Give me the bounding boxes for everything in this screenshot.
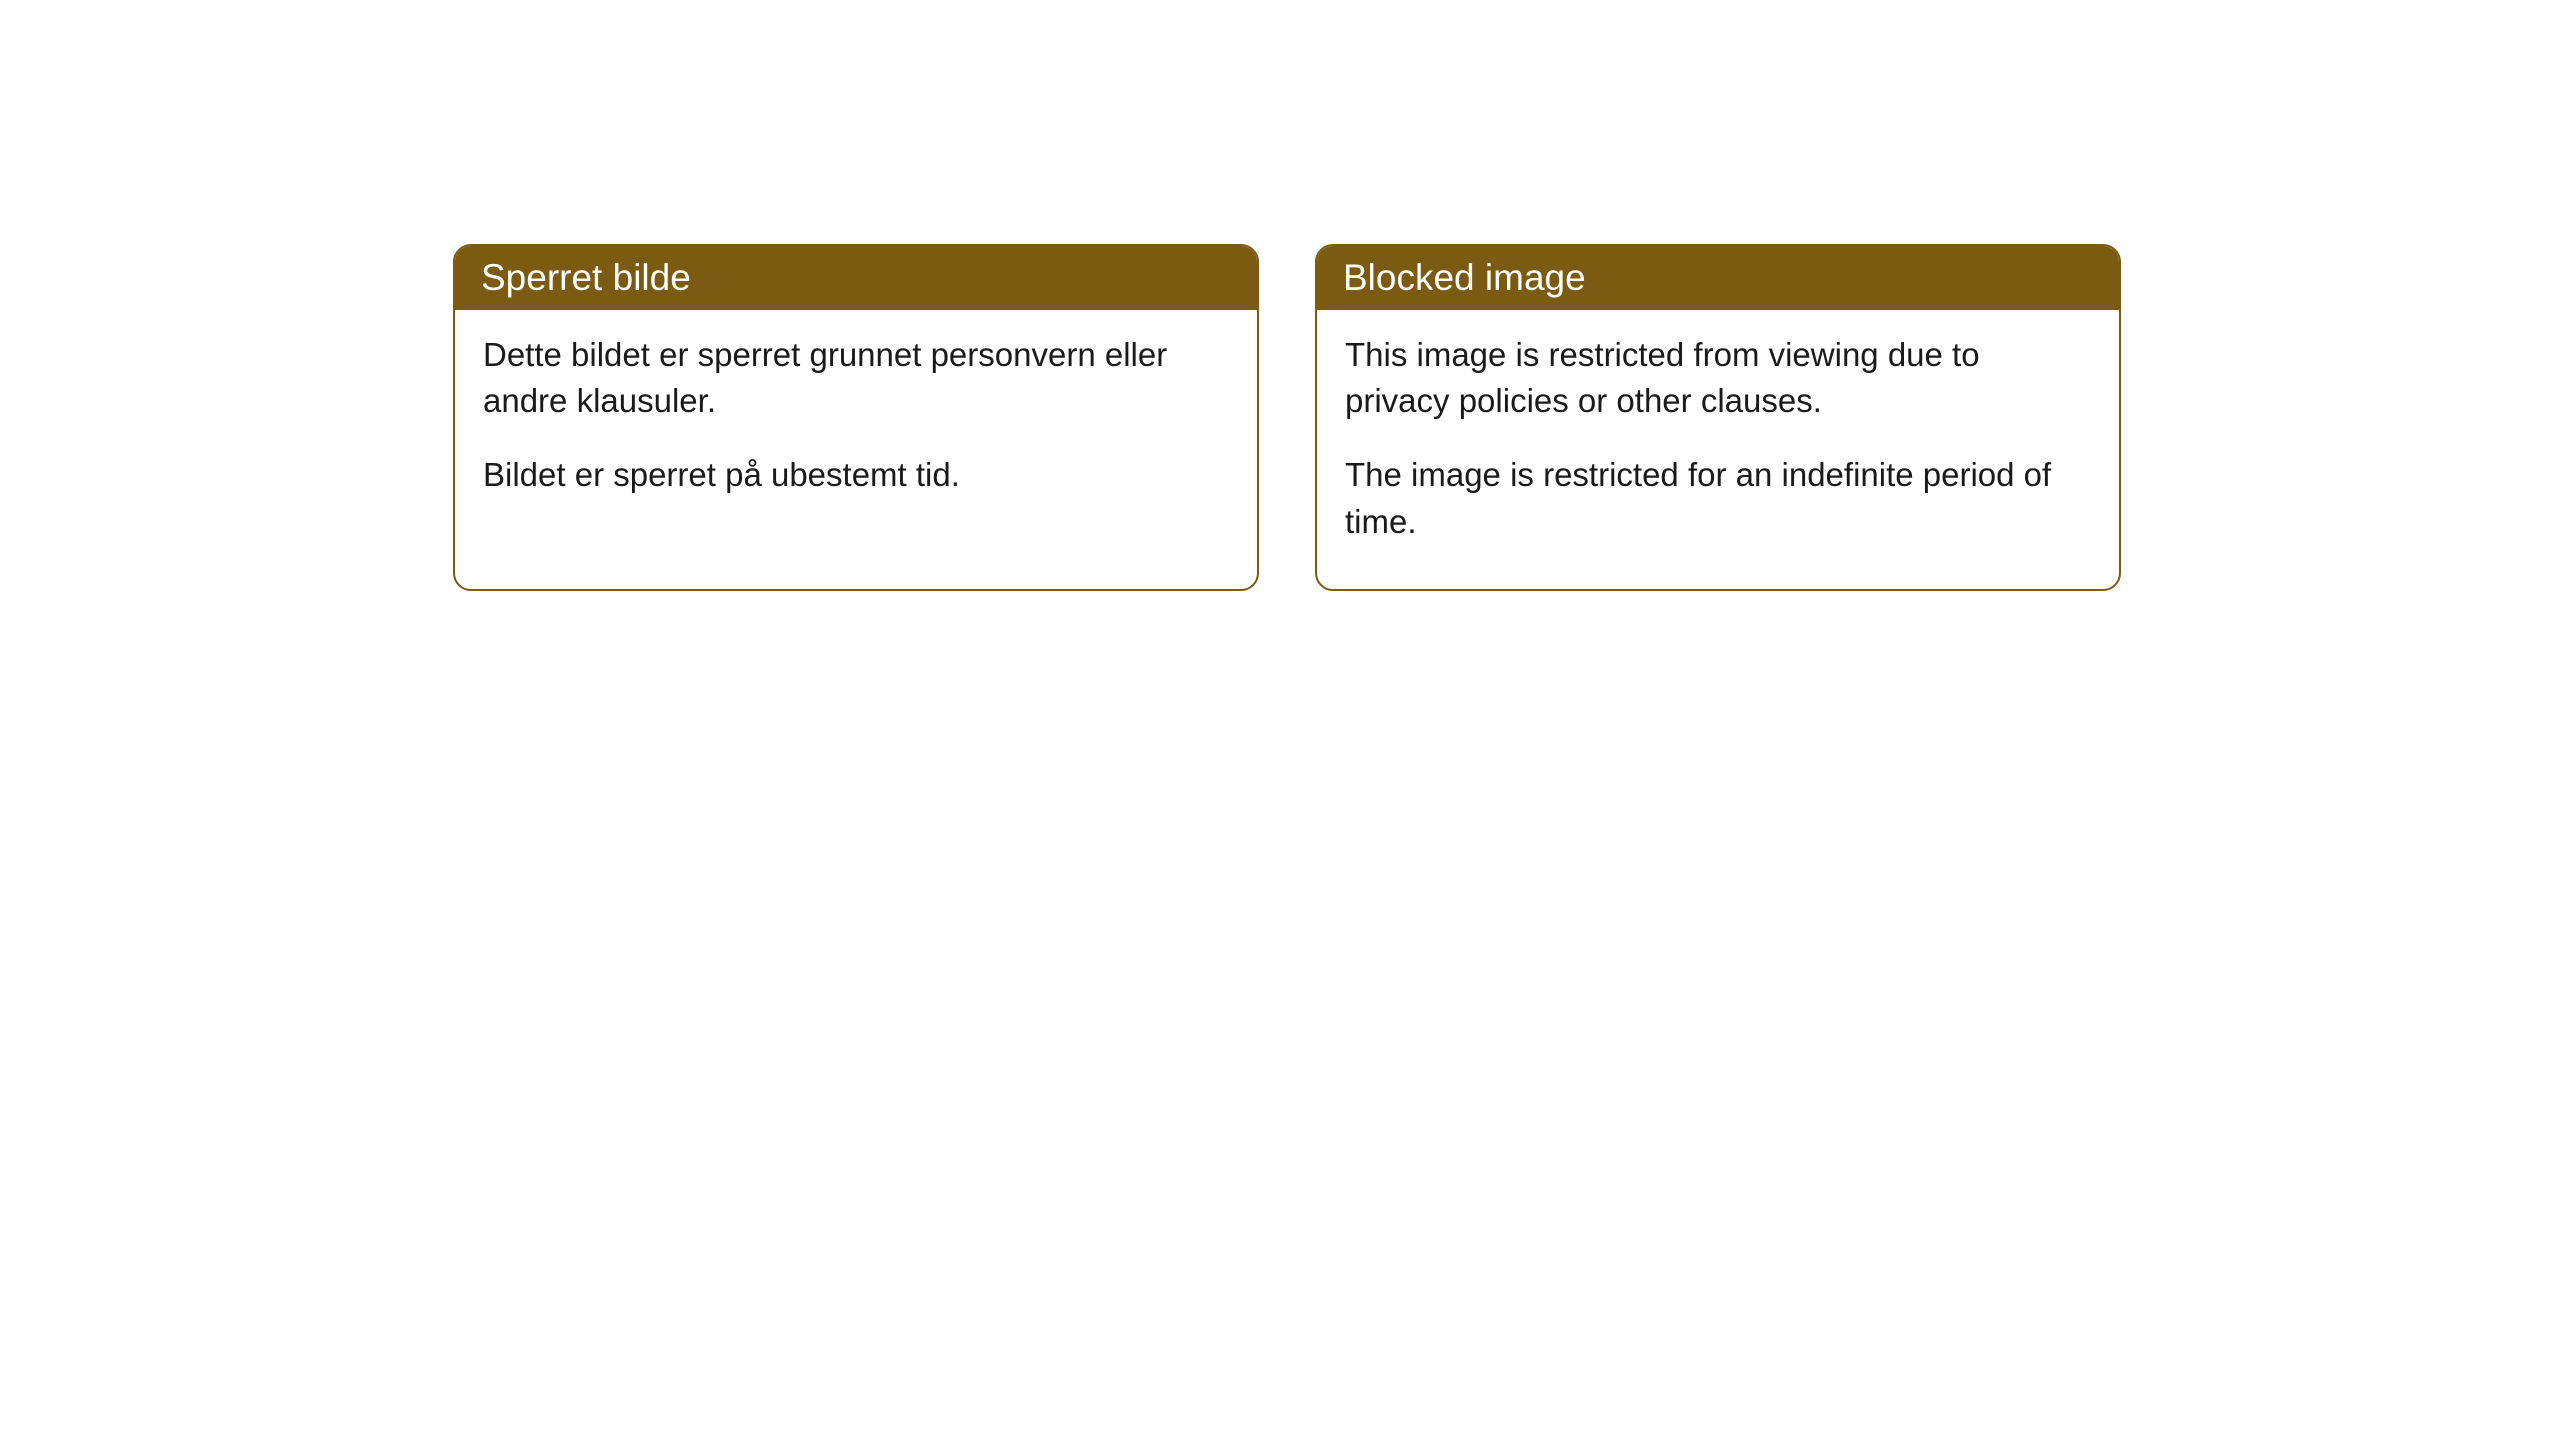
- blocked-image-card-english: Blocked image This image is restricted f…: [1315, 244, 2121, 591]
- card-title: Blocked image: [1343, 257, 1586, 298]
- card-paragraph: Bildet er sperret på ubestemt tid.: [483, 452, 1229, 498]
- card-body-norwegian: Dette bildet er sperret grunnet personve…: [455, 310, 1257, 543]
- card-header-norwegian: Sperret bilde: [455, 246, 1257, 310]
- blocked-image-card-norwegian: Sperret bilde Dette bildet er sperret gr…: [453, 244, 1259, 591]
- card-header-english: Blocked image: [1317, 246, 2119, 310]
- card-paragraph: Dette bildet er sperret grunnet personve…: [483, 332, 1229, 424]
- card-paragraph: This image is restricted from viewing du…: [1345, 332, 2091, 424]
- card-paragraph: The image is restricted for an indefinit…: [1345, 452, 2091, 544]
- notice-cards-container: Sperret bilde Dette bildet er sperret gr…: [453, 244, 2121, 591]
- card-title: Sperret bilde: [481, 257, 691, 298]
- card-body-english: This image is restricted from viewing du…: [1317, 310, 2119, 589]
